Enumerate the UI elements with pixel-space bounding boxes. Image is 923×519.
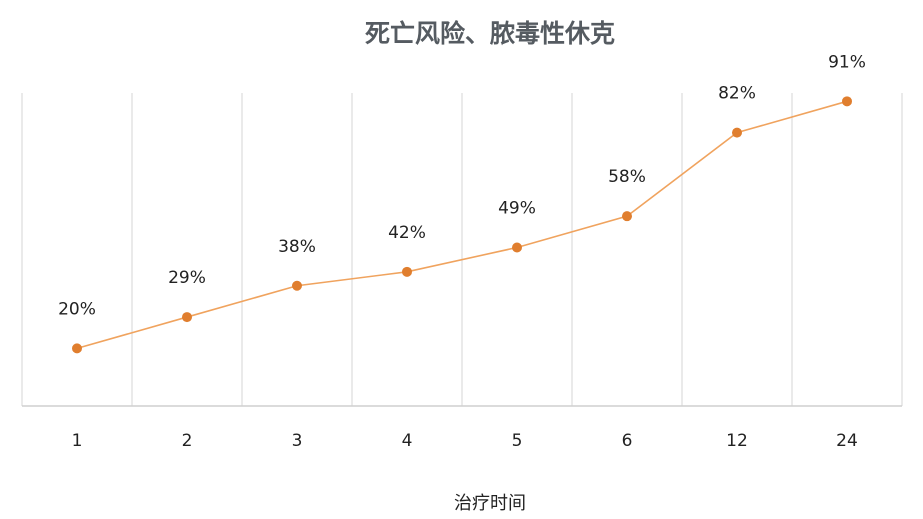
data-point — [292, 280, 302, 291]
data-point — [622, 211, 632, 222]
x-tick-label: 4 — [402, 431, 413, 451]
data-label: 29% — [168, 268, 206, 288]
data-label: 49% — [498, 198, 536, 218]
data-point — [512, 242, 522, 253]
data-label: 58% — [608, 167, 646, 187]
x-tick-label: 24 — [836, 431, 858, 451]
data-point — [72, 343, 82, 354]
data-label: 82% — [718, 84, 756, 104]
chart-title: 死亡风险、脓毒性休克 — [365, 19, 615, 48]
data-point — [182, 312, 192, 323]
data-point — [402, 266, 412, 277]
data-point — [732, 127, 742, 138]
data-label: 20% — [58, 299, 96, 319]
x-axis-label: 治疗时间 — [454, 493, 526, 514]
x-tick-label: 3 — [292, 431, 303, 451]
x-tick-label: 2 — [182, 431, 193, 451]
data-label: 91% — [828, 52, 866, 72]
x-tick-label: 12 — [726, 431, 748, 451]
data-label: 42% — [388, 223, 426, 243]
x-axis-ticks: 1 2 3 4 5 6 12 24 — [72, 431, 858, 451]
data-labels: 20% 29% 38% 42% 49% 58% 82% 91% — [58, 52, 866, 319]
series-line — [76, 100, 848, 350]
data-point — [842, 96, 852, 107]
series — [72, 96, 852, 354]
x-tick-label: 1 — [72, 431, 83, 451]
data-label: 38% — [278, 237, 316, 257]
grid-lines — [21, 93, 903, 406]
x-tick-label: 6 — [622, 431, 633, 451]
x-tick-label: 5 — [512, 431, 523, 451]
